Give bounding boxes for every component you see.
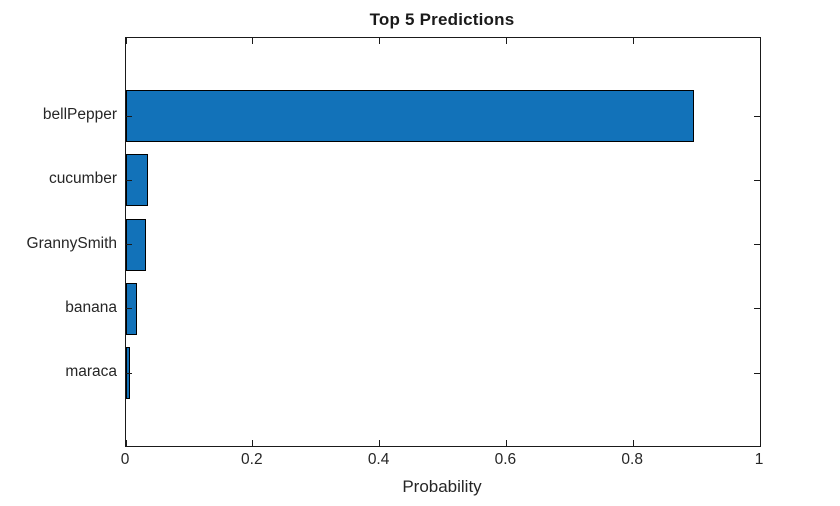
- y-tick-label: cucumber: [48, 170, 117, 188]
- x-tick-bottom: [632, 440, 634, 446]
- x-tick-bottom: [125, 440, 127, 446]
- y-tick-left: [126, 115, 132, 117]
- x-tick-label: 1: [754, 451, 764, 468]
- x-tick-top: [759, 38, 761, 44]
- chart-title: Top 5 Predictions: [369, 10, 515, 29]
- y-tick-right: [754, 179, 760, 181]
- x-tick-label: 0.2: [241, 451, 263, 468]
- x-tick-label: 0.8: [621, 451, 643, 468]
- y-tick-right: [754, 244, 760, 245]
- y-tick-right: [754, 308, 760, 310]
- x-tick-top: [252, 38, 254, 44]
- y-tick-label: bellPepper: [42, 106, 117, 123]
- x-tick-top: [379, 38, 381, 44]
- y-tick-right: [754, 115, 760, 117]
- x-tick-top: [632, 38, 634, 44]
- x-tick-top: [505, 38, 507, 44]
- plot-area: [125, 37, 761, 447]
- y-tick-label: GrannySmith: [26, 234, 117, 252]
- x-tick-top: [125, 38, 127, 44]
- x-tick-label: 0: [120, 451, 130, 468]
- y-tick-left: [126, 308, 132, 310]
- y-tick-label: maraca: [65, 363, 117, 380]
- y-tick-left: [126, 372, 132, 374]
- bar-bellPepper: [126, 90, 695, 142]
- y-tick-left: [126, 244, 132, 245]
- x-tick-label: 0.6: [494, 451, 517, 468]
- x-tick-bottom: [505, 440, 507, 446]
- x-tick-bottom: [252, 440, 254, 446]
- x-axis-label: Probability: [402, 477, 482, 496]
- x-tick-bottom: [379, 440, 381, 446]
- x-tick-label: 0.4: [367, 451, 390, 468]
- y-tick-left: [126, 179, 132, 181]
- y-tick-label: banana: [65, 298, 117, 316]
- x-tick-bottom: [759, 440, 761, 446]
- y-tick-right: [754, 372, 760, 374]
